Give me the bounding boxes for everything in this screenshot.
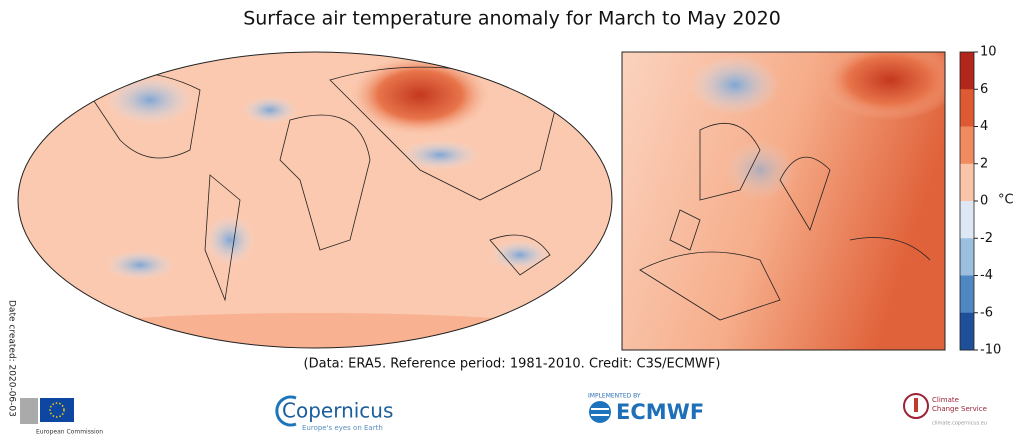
colorbar-unit: °C: [998, 193, 1014, 208]
colorbar: 10 6 4 2 0 -2 -4 -6 -10: [959, 45, 1001, 358]
eu-text: European Commission: [36, 429, 103, 436]
colorbar-tick-label: 0: [980, 194, 988, 209]
c3s-line1: Climate: [932, 396, 959, 404]
globe-outline: [17, 51, 613, 349]
colorbar-segment: [960, 89, 974, 127]
date-created: Date created: 2020-06-03: [7, 300, 17, 417]
ecmwf-prefix: IMPLEMENTED BY: [588, 393, 641, 400]
credit: (Data: ERA5. Reference period: 1981-2010…: [304, 357, 721, 372]
global-map: [18, 52, 612, 348]
c3s-logo: Climate Change Service climate.copernicu…: [903, 393, 987, 427]
colorbar-segment: [960, 126, 974, 165]
colorbar-tick-label: -2: [980, 231, 993, 246]
colorbar-tick-label: 2: [980, 156, 988, 171]
eu-logo: European Commission: [20, 398, 103, 436]
colorbar-segment: [960, 275, 974, 314]
colorbar-tick-label: 10: [980, 45, 997, 60]
colorbar-segment: [960, 238, 974, 276]
colorbar-segment: [960, 163, 974, 202]
copernicus-logo: Copernicus Europe's eyes on Earth: [275, 395, 393, 432]
colorbar-tick-label: -6: [980, 305, 993, 320]
colorbar-segment: [960, 201, 974, 239]
europe-frame: [621, 51, 946, 351]
c3s-line2: Change Service: [932, 405, 987, 413]
colorbar-tick-label: 4: [980, 119, 988, 134]
c3s-url: climate.copernicus.eu: [932, 421, 987, 427]
copernicus-tagline: Europe's eyes on Earth: [302, 424, 383, 432]
colorbar-segment: [960, 312, 974, 351]
colorbar-tick-label: -4: [980, 268, 993, 283]
europe-map: [622, 52, 945, 350]
colorbar-segment: [960, 52, 974, 90]
ecmwf-logo: IMPLEMENTED BY ECMWF: [588, 393, 704, 425]
ecmwf-text: ECMWF: [616, 400, 704, 424]
title: Surface air temperature anomaly for Marc…: [243, 8, 781, 30]
copernicus-text: Copernicus: [282, 399, 393, 423]
colorbar-tick-label: -10: [980, 343, 1001, 358]
colorbar-tick-label: 6: [980, 82, 988, 97]
